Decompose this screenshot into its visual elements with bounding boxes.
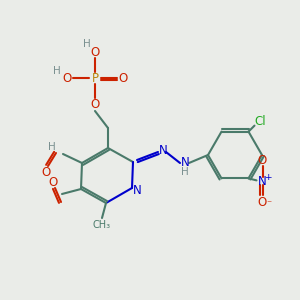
Text: O: O	[62, 71, 72, 85]
Text: N: N	[133, 184, 141, 196]
Text: H: H	[83, 39, 91, 49]
Text: N: N	[181, 157, 189, 169]
Text: N: N	[258, 175, 267, 188]
Text: O: O	[258, 196, 267, 209]
Text: N: N	[159, 145, 167, 158]
Text: +: +	[264, 173, 271, 182]
Text: P: P	[92, 71, 98, 85]
Text: O: O	[90, 46, 100, 59]
Text: CH₃: CH₃	[93, 220, 111, 230]
Text: Cl: Cl	[255, 115, 266, 128]
Text: H: H	[181, 167, 189, 177]
Text: O: O	[90, 98, 100, 112]
Text: H: H	[48, 142, 56, 152]
Text: ⁻: ⁻	[266, 200, 271, 209]
Text: O: O	[258, 154, 267, 167]
Text: O: O	[48, 176, 58, 190]
Text: H: H	[53, 66, 61, 76]
Text: O: O	[118, 71, 127, 85]
Text: O: O	[41, 166, 51, 178]
